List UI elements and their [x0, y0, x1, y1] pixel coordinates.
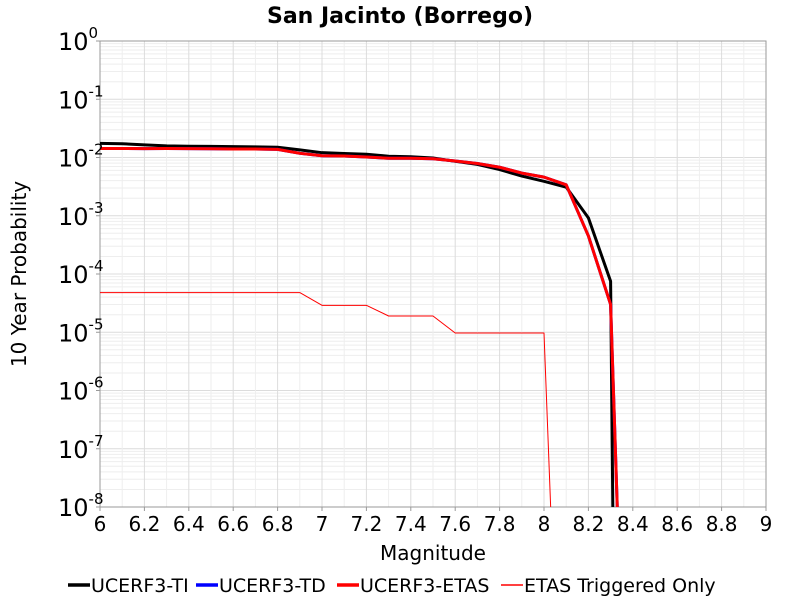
- legend-label: UCERF3-TD: [219, 575, 326, 597]
- series-line-ucerf3-etas: [100, 146, 619, 507]
- y-tick-label: 10-2: [58, 141, 104, 173]
- x-tick-label: 7.2: [350, 512, 382, 536]
- y-tick-label: 100: [58, 24, 98, 56]
- series-line-etas-triggered-only: [100, 292, 552, 507]
- legend-item: UCERF3-TI: [68, 575, 189, 597]
- y-tick-base: 10: [58, 203, 89, 231]
- y-axis-label: 10 Year Probability: [7, 181, 31, 367]
- legend: UCERF3-TI UCERF3-TD UCERF3-ETAS ETAS Trigge…: [68, 575, 716, 597]
- y-tick-base: 10: [58, 378, 89, 406]
- legend-label: ETAS Triggered Only: [524, 575, 716, 597]
- x-tick-label: 6.4: [173, 512, 205, 536]
- x-tick-label: 7.4: [395, 512, 427, 536]
- x-tick-label: 8.8: [706, 512, 738, 536]
- x-tick-label: 6: [94, 512, 107, 536]
- y-tick-exponent: -2: [89, 141, 104, 159]
- x-tick-label: 8.6: [661, 512, 693, 536]
- x-tick-label: 6.2: [128, 512, 160, 536]
- y-tick-label: 10-4: [58, 257, 104, 289]
- y-tick-base: 10: [58, 319, 89, 347]
- x-tick-label: 8.4: [617, 512, 649, 536]
- y-tick-label: 10-1: [58, 82, 104, 114]
- gridlines: [99, 41, 767, 508]
- y-tick-label: 10-8: [58, 490, 104, 522]
- x-tick-label: 8.2: [572, 512, 604, 536]
- x-axis-ticks: 6 6.2 6.4 6.6 6.8 7 7.2 7.4 7.6 7.8 8 8.2 8.4 8.6 8.8 9: [94, 507, 773, 536]
- y-tick-exponent: -3: [89, 199, 104, 217]
- x-tick-label: 6.6: [217, 512, 249, 536]
- x-tick-label: 8: [538, 512, 551, 536]
- y-tick-base: 10: [58, 494, 89, 522]
- y-tick-exponent: -6: [89, 374, 104, 392]
- y-tick-label: 10-7: [58, 432, 104, 464]
- legend-item: ETAS Triggered Only: [501, 575, 716, 597]
- y-tick-exponent: -4: [89, 257, 104, 275]
- chart-title: San Jacinto (Borrego): [267, 4, 533, 29]
- legend-item: UCERF3-ETAS: [337, 575, 489, 597]
- legend-label: UCERF3-TI: [91, 575, 189, 597]
- y-tick-base: 10: [58, 261, 89, 289]
- x-tick-label: 7: [316, 512, 329, 536]
- legend-item: UCERF3-TD: [196, 575, 326, 597]
- x-axis-label: Magnitude: [380, 541, 486, 565]
- x-tick-label: 7.6: [439, 512, 471, 536]
- y-tick-base: 10: [58, 436, 89, 464]
- y-tick-label: 10-5: [58, 315, 104, 347]
- y-tick-exponent: -8: [89, 490, 104, 508]
- series-layer: [100, 141, 619, 507]
- series-line-ucerf3-ti: [100, 141, 615, 507]
- x-tick-label: 9: [760, 512, 773, 536]
- x-tick-label: 6.8: [262, 512, 294, 536]
- y-tick-label: 10-6: [58, 374, 104, 406]
- x-tick-label: 7.8: [484, 512, 516, 536]
- y-tick-base: 10: [58, 28, 89, 56]
- y-tick-exponent: -7: [89, 432, 104, 450]
- y-tick-base: 10: [58, 145, 89, 173]
- y-tick-label: 10-3: [58, 199, 104, 231]
- series-line-ucerf3-td: [100, 146, 619, 507]
- y-tick-exponent: -5: [89, 315, 104, 333]
- y-tick-base: 10: [58, 86, 89, 114]
- legend-label: UCERF3-ETAS: [360, 575, 489, 597]
- y-tick-exponent: 0: [89, 24, 99, 42]
- y-tick-exponent: -1: [89, 82, 104, 100]
